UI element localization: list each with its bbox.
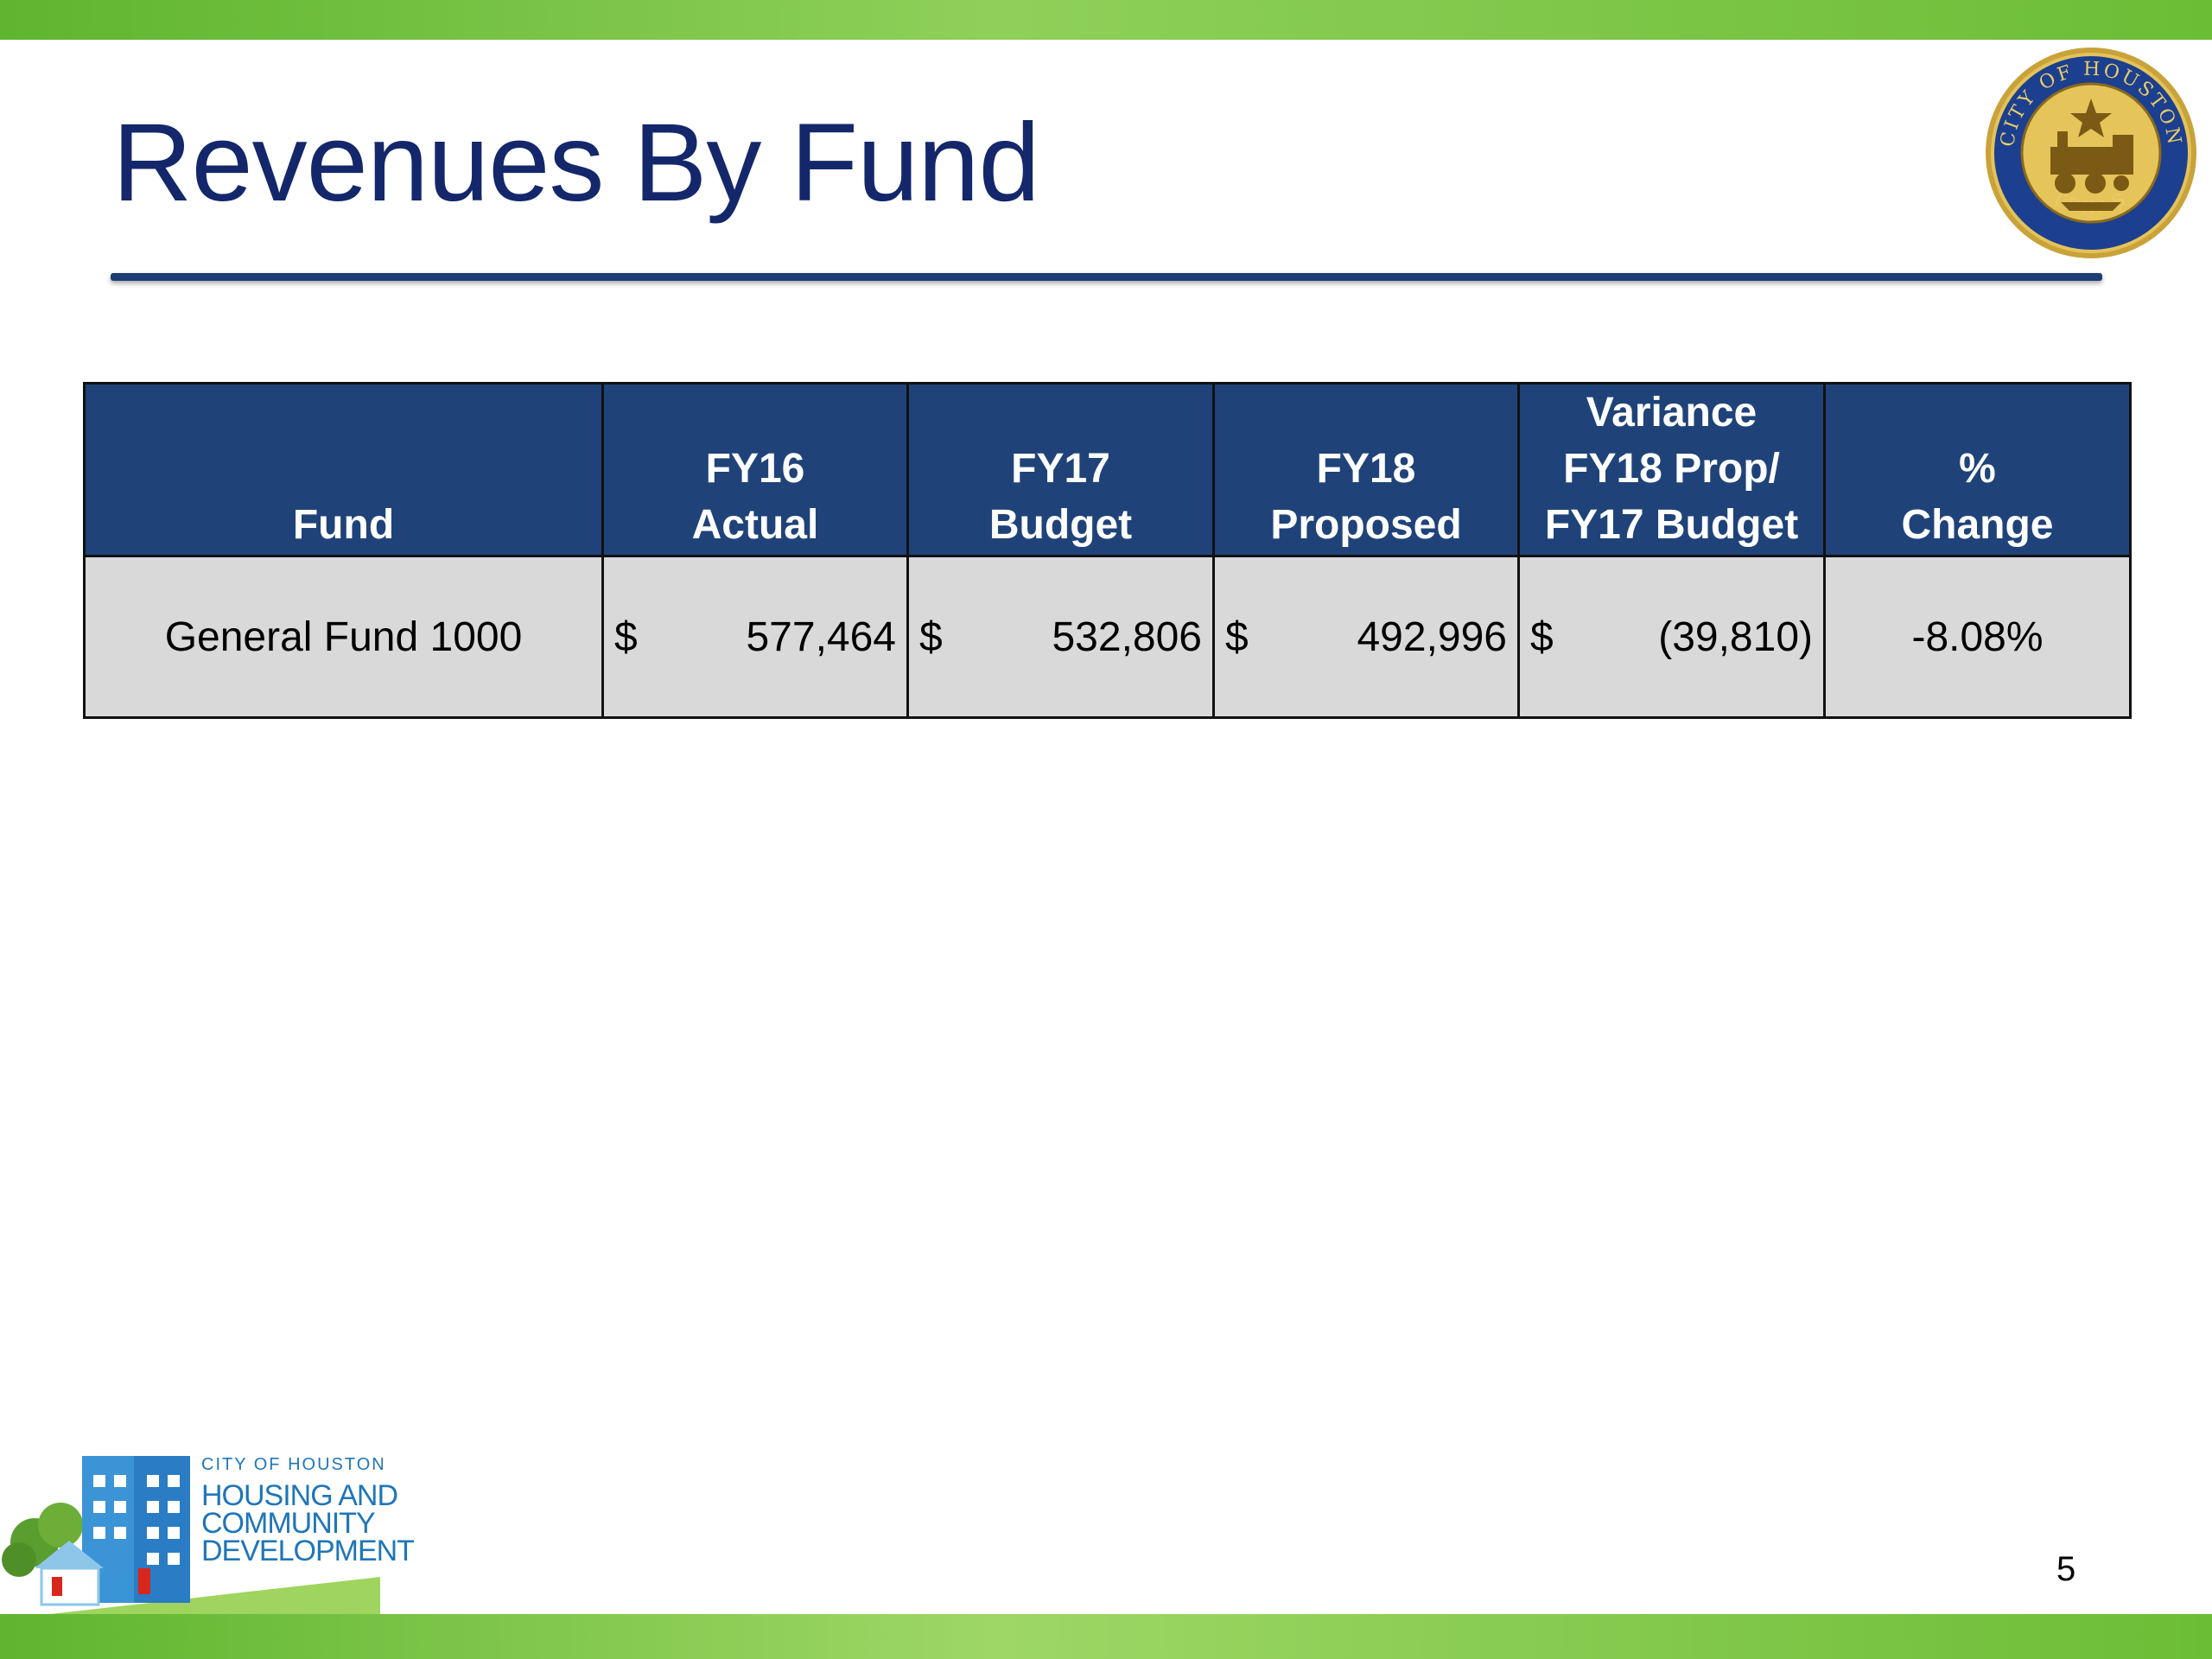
header-fund: Fund xyxy=(83,382,604,557)
currency-symbol: $ xyxy=(919,613,943,660)
cell-fy16-actual: $ 577,464 xyxy=(601,555,909,719)
table-header-row: Fund FY16 Actual FY17 Budget FY18 Propos… xyxy=(83,382,2132,557)
header-fy18-proposed: FY18 Proposed xyxy=(1212,382,1520,557)
cell-variance: $ (39,810) xyxy=(1517,555,1826,719)
amount: 532,806 xyxy=(1052,613,1202,660)
housing-community-development-logo-icon xyxy=(2,1456,380,1616)
currency-symbol: $ xyxy=(1530,613,1554,660)
table-row: General Fund 1000 $ 577,464 $ 532,806 $ … xyxy=(83,555,2132,719)
cell-fy18-proposed: $ 492,996 xyxy=(1212,555,1520,719)
top-green-bar xyxy=(0,0,2212,40)
header-fy17-budget: FY17 Budget xyxy=(906,382,1215,557)
header-pct-change: % Change xyxy=(1823,382,2132,557)
cell-fy17-budget: $ 532,806 xyxy=(906,555,1215,719)
currency-symbol: $ xyxy=(614,613,638,660)
title-underline xyxy=(111,273,2102,281)
currency-symbol: $ xyxy=(1225,613,1249,660)
slide-title: Revenues By Fund xyxy=(112,101,1040,225)
cell-pct-change: -8.08% xyxy=(1823,555,2132,719)
revenues-table: Fund FY16 Actual FY17 Budget FY18 Propos… xyxy=(83,382,2132,719)
amount: 577,464 xyxy=(746,613,896,660)
header-fy16-actual: FY16 Actual xyxy=(601,382,909,557)
header-variance: Variance FY18 Prop/ FY17 Budget xyxy=(1517,382,1826,557)
amount: (39,810) xyxy=(1658,613,1813,660)
city-of-houston-seal-icon: CITY OF HOUSTON TEXAS xyxy=(1986,48,2196,258)
bottom-green-bar xyxy=(0,1614,2212,1659)
page-number: 5 xyxy=(2056,1550,2076,1588)
hcd-logo-text: CITY OF HOUSTON HOUSING AND COMMUNITY DE… xyxy=(201,1455,415,1567)
cell-fund: General Fund 1000 xyxy=(83,555,604,719)
amount: 492,996 xyxy=(1357,613,1507,660)
